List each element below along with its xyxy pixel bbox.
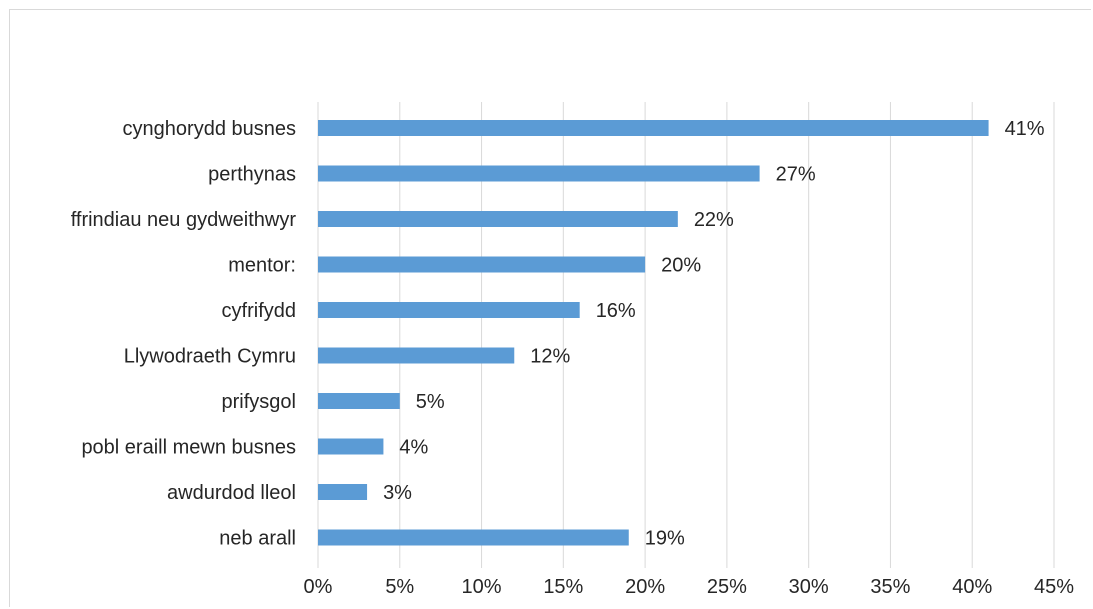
value-label: 12% <box>530 346 570 368</box>
x-tick-label: 30% <box>789 576 829 598</box>
bar <box>318 438 384 455</box>
x-tick-label: 45% <box>1034 576 1074 598</box>
value-label: 20% <box>661 255 701 277</box>
category-label: pobl eraill mewn busnes <box>81 437 296 459</box>
value-label: 16% <box>596 300 636 322</box>
x-tick-label: 35% <box>870 576 910 598</box>
category-label: neb arall <box>219 528 296 550</box>
bar <box>318 120 989 136</box>
bar <box>318 484 368 500</box>
bar <box>318 165 760 182</box>
category-label: awdurdod lleol <box>167 482 296 504</box>
x-tick-label: 0% <box>304 576 333 598</box>
x-tick-label: 5% <box>385 576 414 598</box>
category-label: mentor: <box>228 255 296 277</box>
value-label: 19% <box>645 528 685 550</box>
chart-frame <box>9 9 1091 607</box>
value-label: 3% <box>383 482 412 504</box>
value-label: 5% <box>416 391 445 413</box>
value-label: 41% <box>1005 118 1045 140</box>
bar <box>318 393 400 409</box>
x-tick-label: 15% <box>543 576 583 598</box>
bar <box>318 529 629 546</box>
x-tick-label: 25% <box>707 576 747 598</box>
category-label: perthynas <box>208 164 296 186</box>
bar <box>318 256 646 273</box>
category-label: cynghorydd busnes <box>123 118 296 140</box>
value-label: 27% <box>776 164 816 186</box>
grid-layer <box>317 102 1055 568</box>
value-label: 22% <box>694 209 734 231</box>
category-label: Llywodraeth Cymru <box>124 346 296 368</box>
x-tick-label: 10% <box>462 576 502 598</box>
label-layer: 0% 5% 10% 15% 20% 25% 30% 35% 40% 45% cynghorydd b… <box>71 118 1075 598</box>
x-tick-label: 40% <box>952 576 992 598</box>
x-tick-label: 20% <box>625 576 665 598</box>
category-label: prifysgol <box>222 391 296 413</box>
bar-layer <box>318 120 989 546</box>
bar <box>318 347 515 364</box>
category-label: cyfrifydd <box>222 300 296 322</box>
category-label: ffrindiau neu gydweithwyr <box>71 209 297 231</box>
bar <box>318 302 580 318</box>
bar <box>318 211 678 227</box>
value-label: 4% <box>399 437 428 459</box>
